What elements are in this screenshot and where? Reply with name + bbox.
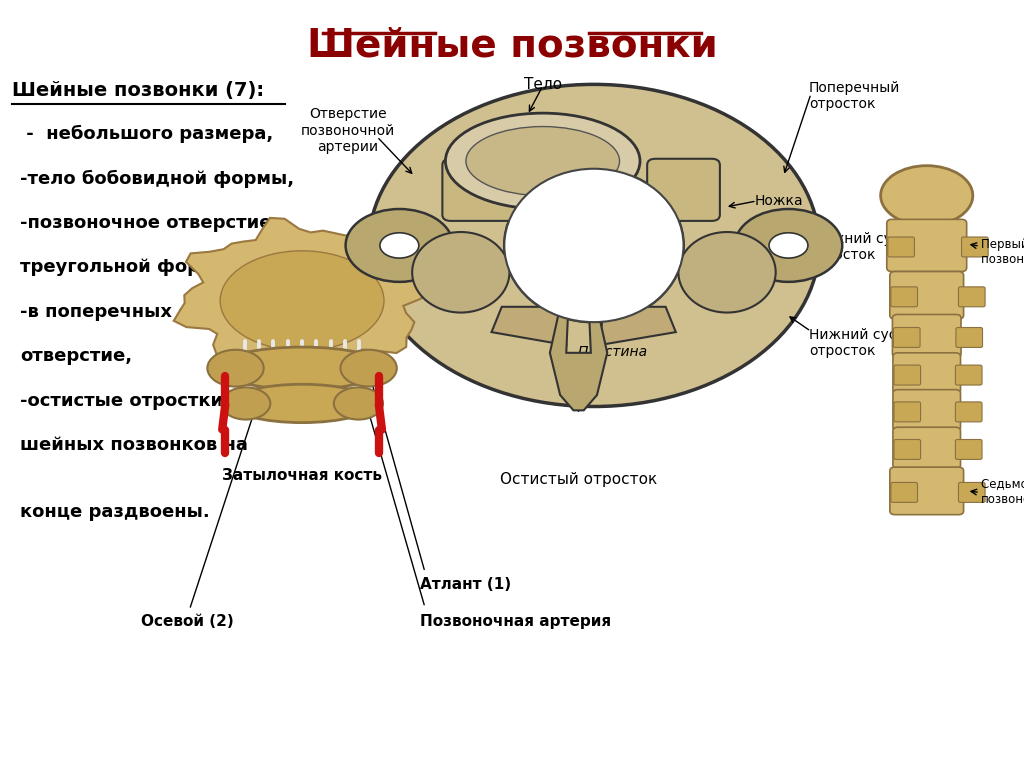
FancyBboxPatch shape xyxy=(894,439,921,459)
FancyBboxPatch shape xyxy=(890,272,964,319)
FancyBboxPatch shape xyxy=(887,219,967,272)
FancyBboxPatch shape xyxy=(893,328,921,347)
FancyBboxPatch shape xyxy=(891,287,918,307)
FancyBboxPatch shape xyxy=(958,482,985,502)
FancyBboxPatch shape xyxy=(894,365,921,385)
Ellipse shape xyxy=(445,113,640,209)
Text: треугольной формы,: треугольной формы, xyxy=(20,258,239,276)
Text: Позвоночная артерия: Позвоночная артерия xyxy=(420,614,611,629)
FancyBboxPatch shape xyxy=(955,439,982,459)
Ellipse shape xyxy=(340,350,397,387)
Text: Отверстие
позвоночной
артерии: Отверстие позвоночной артерии xyxy=(301,107,395,153)
Ellipse shape xyxy=(678,232,776,313)
Text: Пластина: Пластина xyxy=(578,345,647,359)
FancyBboxPatch shape xyxy=(891,482,918,502)
Text: Седьмой шейный
позвонок: Седьмой шейный позвонок xyxy=(981,479,1024,506)
FancyBboxPatch shape xyxy=(955,365,982,385)
Ellipse shape xyxy=(369,84,819,407)
FancyBboxPatch shape xyxy=(956,328,983,347)
Ellipse shape xyxy=(230,384,374,423)
Ellipse shape xyxy=(504,169,684,322)
Polygon shape xyxy=(550,307,607,410)
Text: Шейные позвонки (7):: Шейные позвонки (7): xyxy=(12,81,264,100)
Ellipse shape xyxy=(220,251,384,351)
FancyBboxPatch shape xyxy=(893,314,962,357)
FancyBboxPatch shape xyxy=(893,390,961,431)
Text: Шейные позвонки: Шейные позвонки xyxy=(306,27,718,65)
Ellipse shape xyxy=(734,209,842,281)
Text: -позвоночное отверстие: -позвоночное отверстие xyxy=(20,214,272,232)
Text: Верхний суставный
отросток: Верхний суставный отросток xyxy=(809,232,953,262)
Ellipse shape xyxy=(221,387,270,420)
FancyBboxPatch shape xyxy=(888,237,914,257)
Text: -остистые отростки II-VI: -остистые отростки II-VI xyxy=(20,392,270,410)
Ellipse shape xyxy=(466,127,620,196)
Text: Нижний суставный
отросток: Нижний суставный отросток xyxy=(809,328,950,358)
Text: -в поперечных отростках: -в поперечных отростках xyxy=(20,303,284,321)
FancyBboxPatch shape xyxy=(955,402,982,422)
Ellipse shape xyxy=(207,350,264,387)
Polygon shape xyxy=(174,218,435,377)
FancyBboxPatch shape xyxy=(958,287,985,307)
Text: Ножка: Ножка xyxy=(755,194,803,208)
Text: -  небольшого размера,: - небольшого размера, xyxy=(20,125,273,143)
FancyBboxPatch shape xyxy=(647,159,720,221)
Ellipse shape xyxy=(881,166,973,225)
Ellipse shape xyxy=(769,233,808,258)
Text: Затылочная кость: Затылочная кость xyxy=(222,468,382,483)
Text: шейных позвонков на: шейных позвонков на xyxy=(20,436,249,454)
Polygon shape xyxy=(492,307,566,345)
Text: Осевой (2): Осевой (2) xyxy=(141,614,234,629)
Ellipse shape xyxy=(380,233,419,258)
Text: Поперечный
отросток: Поперечный отросток xyxy=(809,81,900,110)
Text: конце раздвоены.: конце раздвоены. xyxy=(20,503,210,521)
Polygon shape xyxy=(599,307,676,345)
Ellipse shape xyxy=(504,169,684,322)
Text: отверстие,: отверстие, xyxy=(20,347,132,365)
Text: -тело бобовидной формы,: -тело бобовидной формы, xyxy=(20,170,295,188)
FancyBboxPatch shape xyxy=(893,427,961,469)
Ellipse shape xyxy=(345,209,453,281)
FancyBboxPatch shape xyxy=(962,237,988,257)
FancyBboxPatch shape xyxy=(893,353,961,394)
FancyBboxPatch shape xyxy=(894,402,921,422)
Text: Тело: Тело xyxy=(523,77,562,92)
Text: Атлант (1): Атлант (1) xyxy=(420,577,511,592)
Ellipse shape xyxy=(217,347,387,389)
Text: Остистый отросток: Остистый отросток xyxy=(500,472,657,487)
FancyBboxPatch shape xyxy=(890,467,964,515)
Ellipse shape xyxy=(412,232,509,313)
FancyBboxPatch shape xyxy=(442,159,515,221)
Text: Первый шейный
позвонок (атлант): Первый шейный позвонок (атлант) xyxy=(981,238,1024,265)
Ellipse shape xyxy=(334,387,383,420)
